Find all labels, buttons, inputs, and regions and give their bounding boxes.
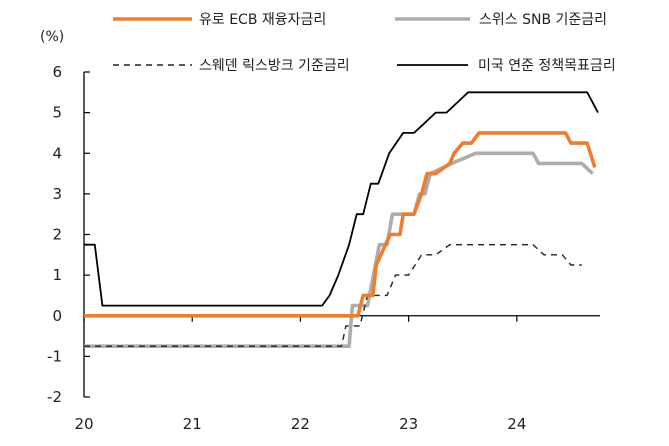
y-tick-label: 5 [52,104,62,122]
legend-label: 스웨덴 릭스방크 기준금리 [199,58,350,74]
series-line [84,151,594,348]
x-tick-label: 23 [399,415,418,433]
legend-label: 스위스 SNB 기준금리 [479,12,607,28]
y-tick-label: 2 [52,226,62,244]
y-tick-label: 1 [52,266,62,284]
y-axis-unit-label: (%) [40,29,64,45]
y-tick-label: 6 [52,63,62,81]
y-tick-label: 0 [52,307,62,325]
series-line [84,244,582,347]
y-tick-label: -2 [47,388,62,406]
y-tick-label: 3 [52,185,62,203]
x-tick-label: 22 [291,415,310,433]
legend-label: 유로 ECB 재융자금리 [199,12,326,28]
x-tick-label: 21 [183,415,202,433]
series-line [84,131,597,318]
x-tick-label: 24 [507,415,526,433]
y-tick-label: 4 [52,144,62,162]
y-tick-label: -1 [47,347,62,365]
series-layer [84,91,599,348]
series-line [84,91,599,307]
legend-label: 미국 연준 정책목표금리 [478,58,616,74]
x-tick-label: 20 [74,415,93,433]
